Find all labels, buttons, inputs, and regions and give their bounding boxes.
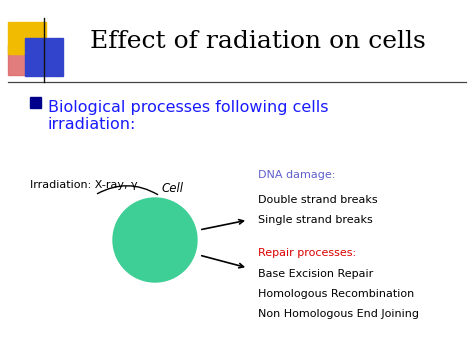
- Text: Double strand breaks: Double strand breaks: [258, 195, 378, 205]
- Bar: [30, 97, 41, 108]
- Text: Irradiation: X-ray, γ: Irradiation: X-ray, γ: [30, 180, 137, 190]
- Bar: [8, 45, 36, 75]
- Text: irradiation:: irradiation:: [48, 117, 137, 132]
- Text: Homologous Recombination: Homologous Recombination: [258, 289, 414, 299]
- Text: Base Excision Repair: Base Excision Repair: [258, 269, 373, 279]
- Text: Biological processes following cells: Biological processes following cells: [48, 100, 328, 115]
- Text: Repair processes:: Repair processes:: [258, 248, 356, 258]
- Text: Non Homologous End Joining: Non Homologous End Joining: [258, 309, 419, 319]
- Text: Single strand breaks: Single strand breaks: [258, 215, 373, 225]
- Bar: [8, 22, 46, 54]
- Text: Effect of radiation on cells: Effect of radiation on cells: [90, 31, 426, 54]
- Bar: [25, 38, 63, 76]
- Circle shape: [113, 198, 197, 282]
- Text: Cell: Cell: [162, 181, 184, 195]
- Text: DNA damage:: DNA damage:: [258, 170, 336, 180]
